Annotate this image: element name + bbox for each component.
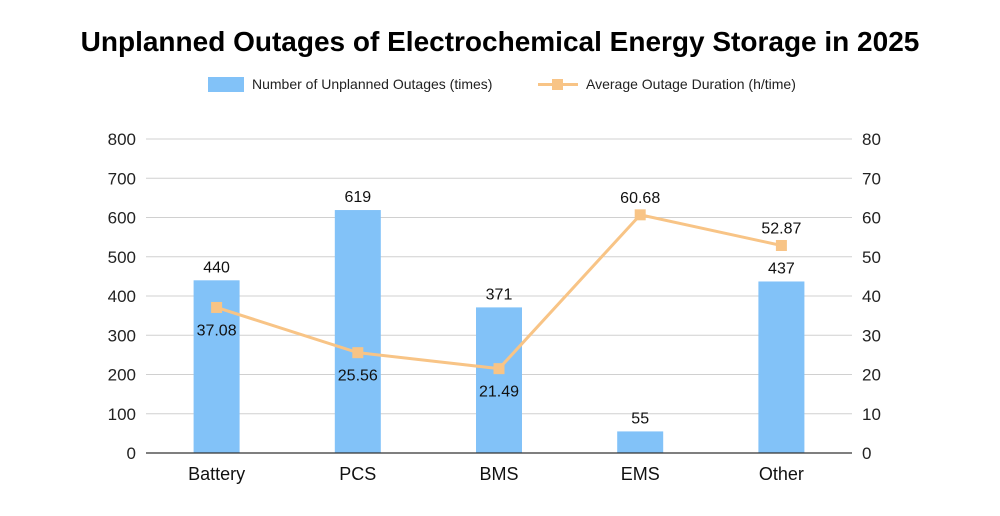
y-left-tick-label: 100 xyxy=(108,405,136,424)
line-marker-pcs xyxy=(352,347,364,359)
y-left-tick-label: 0 xyxy=(127,444,136,463)
line-data-label: 37.08 xyxy=(197,322,237,339)
y-right-tick-label: 60 xyxy=(862,209,881,228)
x-tick-label: BMS xyxy=(479,464,518,484)
line-data-label: 21.49 xyxy=(479,384,519,401)
bar-ems xyxy=(617,431,664,453)
legend-swatch-line xyxy=(538,77,578,92)
line-marker-battery xyxy=(211,301,223,313)
x-tick-label: Battery xyxy=(188,464,245,484)
y-left-tick-label: 800 xyxy=(108,130,136,149)
bar-data-label: 440 xyxy=(203,259,230,276)
y-left-tick-label: 600 xyxy=(108,209,136,228)
bar-other xyxy=(758,281,805,453)
y-right-tick-label: 40 xyxy=(862,287,881,306)
line-data-label: 52.87 xyxy=(761,220,801,237)
y-right-tick-label: 50 xyxy=(862,248,881,267)
y-right-tick-label: 0 xyxy=(862,444,871,463)
y-right-tick-label: 70 xyxy=(862,169,881,188)
legend-item-outages: Number of Unplanned Outages (times) xyxy=(208,76,492,92)
bar-data-label: 437 xyxy=(768,260,795,277)
bar-data-label: 55 xyxy=(631,410,649,427)
y-left-tick-label: 500 xyxy=(108,248,136,267)
y-right-tick-label: 30 xyxy=(862,326,881,345)
x-tick-label: Other xyxy=(759,464,804,484)
line-marker-bms xyxy=(493,363,505,375)
y-left-tick-label: 400 xyxy=(108,287,136,306)
x-tick-label: PCS xyxy=(339,464,376,484)
line-marker-ems xyxy=(634,209,646,221)
legend-swatch-bar xyxy=(208,76,244,92)
legend-item-duration: Average Outage Duration (h/time) xyxy=(538,76,796,92)
legend-label-outages: Number of Unplanned Outages (times) xyxy=(252,76,493,92)
y-right-tick-label: 20 xyxy=(862,366,881,385)
y-left-tick-label: 200 xyxy=(108,366,136,385)
line-marker-other xyxy=(775,239,787,251)
bar-data-label: 619 xyxy=(344,189,371,206)
legend-label-duration: Average Outage Duration (h/time) xyxy=(586,76,796,92)
y-left-tick-label: 300 xyxy=(108,326,136,345)
bar-pcs xyxy=(334,210,381,453)
y-right-tick-label: 80 xyxy=(862,130,881,149)
y-left-tick-label: 700 xyxy=(108,169,136,188)
chart-title: Unplanned Outages of Electrochemical Ene… xyxy=(80,26,920,57)
bar-data-label: 371 xyxy=(486,286,513,303)
y-right-tick-label: 10 xyxy=(862,405,881,424)
bar-bms xyxy=(476,307,522,453)
x-tick-label: EMS xyxy=(621,464,660,484)
line-data-label: 60.68 xyxy=(620,190,660,207)
line-data-label: 25.56 xyxy=(338,368,378,385)
